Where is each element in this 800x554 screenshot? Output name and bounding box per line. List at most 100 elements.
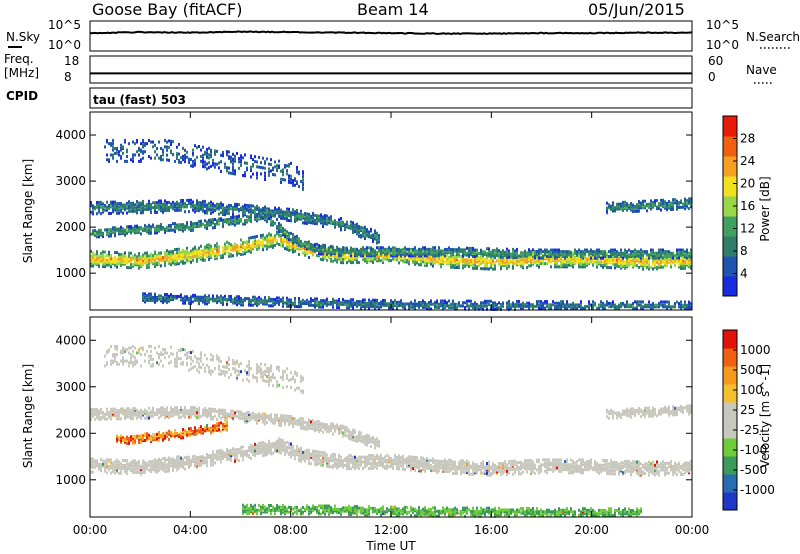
heatmap-cell <box>660 208 662 212</box>
heatmap-cell <box>114 203 116 207</box>
heatmap-cell <box>350 251 352 255</box>
heatmap-cell <box>264 218 266 222</box>
heatmap-cell <box>628 248 630 252</box>
heatmap-cell <box>242 300 244 304</box>
heatmap-cell <box>170 263 172 267</box>
heatmap-cell <box>354 301 356 305</box>
heatmap-cell <box>618 204 620 208</box>
heatmap-cell <box>254 238 256 242</box>
heatmap-cell <box>120 257 122 261</box>
heatmap-cell <box>130 266 132 270</box>
heatmap-cell <box>230 298 232 302</box>
heatmap-cell <box>166 252 168 256</box>
heatmap-cell <box>134 224 136 228</box>
heatmap-cell <box>506 257 508 261</box>
heatmap-cell <box>266 244 268 248</box>
heatmap-cell <box>602 301 604 305</box>
heatmap-cell <box>512 266 514 270</box>
heatmap-cell <box>482 257 484 261</box>
heatmap-cell <box>566 260 568 264</box>
heatmap-cell <box>290 298 292 302</box>
heatmap-cell <box>522 254 524 258</box>
heatmap-cell <box>680 248 682 252</box>
heatmap-cell <box>124 203 126 207</box>
heatmap-cell <box>478 304 480 308</box>
heatmap-cell <box>332 254 334 258</box>
heatmap-cell <box>430 251 432 255</box>
heatmap-cell <box>192 159 194 163</box>
heatmap-cell <box>652 267 654 271</box>
heatmap-cell <box>308 214 310 218</box>
heatmap-cell <box>370 234 372 238</box>
heatmap-cell <box>506 254 508 258</box>
heatmap-cell <box>166 225 168 229</box>
heatmap-cell <box>372 256 374 260</box>
heatmap-cell <box>352 298 354 302</box>
heatmap-cell <box>608 206 610 210</box>
heatmap-cell <box>534 304 536 308</box>
heatmap-cell <box>182 299 184 303</box>
heatmap-cell <box>468 299 470 303</box>
heatmap-cell <box>164 257 166 261</box>
heatmap-cell <box>512 261 514 265</box>
heatmap-cell <box>592 263 594 267</box>
heatmap-cell <box>660 265 662 269</box>
heatmap-cell <box>350 227 352 231</box>
date-title: 05/Jun/2015 <box>588 0 685 19</box>
heatmap-cell <box>308 216 310 220</box>
heatmap-cell <box>308 303 310 307</box>
heatmap-cell <box>640 206 642 210</box>
heatmap-cell <box>296 170 298 174</box>
heatmap-cell <box>562 300 564 304</box>
heatmap-cell <box>588 258 590 262</box>
heatmap-cell <box>356 299 358 303</box>
heatmap-cell <box>684 265 686 269</box>
heatmap-cell <box>250 216 252 220</box>
heatmap-cell <box>192 200 194 204</box>
heatmap-cell <box>138 230 140 234</box>
heatmap-cell <box>564 253 566 257</box>
heatmap-cell <box>400 249 402 253</box>
heatmap-cell <box>286 230 288 234</box>
heatmap-cell <box>550 251 552 255</box>
heatmap-cell <box>214 255 216 259</box>
heatmap-cell <box>690 248 692 252</box>
heatmap-cell <box>302 188 304 192</box>
heatmap-cell <box>412 247 414 251</box>
heatmap-cell <box>444 304 446 308</box>
heatmap-cell <box>320 215 322 219</box>
heatmap-cell <box>106 208 108 212</box>
heatmap-cell <box>310 298 312 302</box>
heatmap-cell <box>480 262 482 266</box>
heatmap-cell <box>202 254 204 258</box>
heatmap-cell <box>334 220 336 224</box>
heatmap-cell <box>640 303 642 307</box>
heatmap-cell <box>638 261 640 265</box>
heatmap-cell <box>374 237 376 241</box>
heatmap-cell <box>214 222 216 226</box>
heatmap-cell <box>598 303 600 307</box>
heatmap-cell <box>366 251 368 255</box>
heatmap-cell <box>108 250 110 254</box>
heatmap-cell <box>250 250 252 254</box>
heatmap-cell <box>340 221 342 225</box>
heatmap-cell <box>398 249 400 253</box>
heatmap-cell <box>570 251 572 255</box>
heatmap-cell <box>200 298 202 302</box>
heatmap-cell <box>554 253 556 257</box>
heatmap-cell <box>572 254 574 258</box>
heatmap-cell <box>262 166 264 170</box>
heatmap-cell <box>278 223 280 227</box>
heatmap-cell <box>236 215 238 219</box>
heatmap-cell <box>300 301 302 305</box>
heatmap-cell <box>234 299 236 303</box>
heatmap-cell <box>486 265 488 269</box>
heatmap-cell <box>128 225 130 229</box>
heatmap-cell <box>276 226 278 230</box>
heatmap-cell <box>322 256 324 260</box>
heatmap-cell <box>464 251 466 255</box>
heatmap-cell <box>282 243 284 247</box>
heatmap-cell <box>456 253 458 257</box>
heatmap-cell <box>294 219 296 223</box>
heatmap-cell <box>340 220 342 224</box>
